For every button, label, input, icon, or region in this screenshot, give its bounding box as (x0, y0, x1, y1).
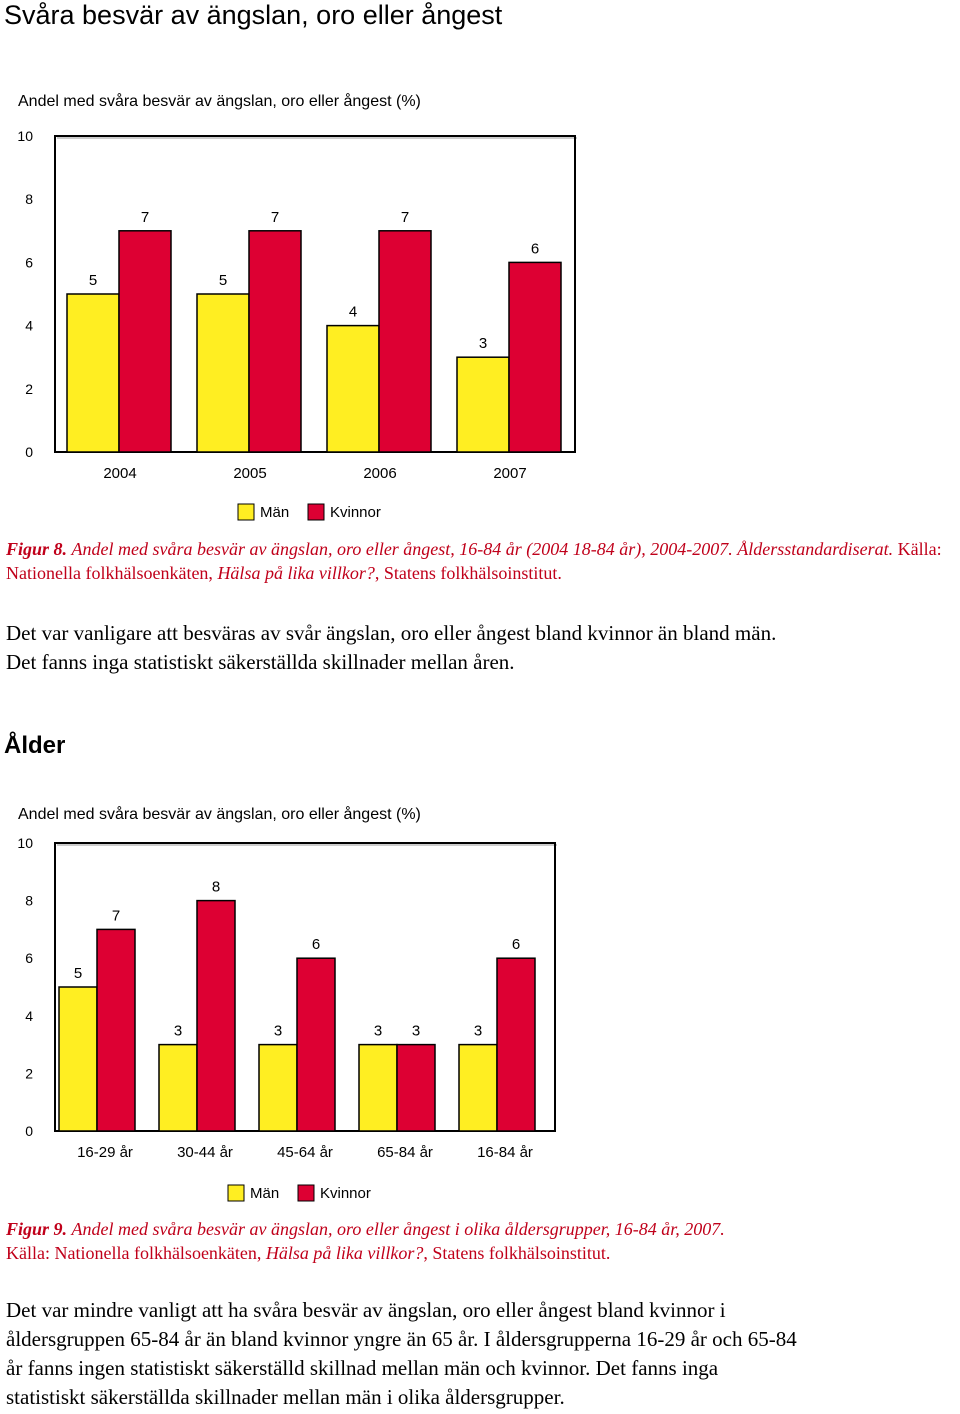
y-tick-label: 0 (25, 444, 33, 460)
y-tick-label: 10 (17, 835, 33, 851)
bar-kvinnor (396, 1043, 436, 1132)
legend-swatch (307, 503, 325, 521)
y-tick-label: 2 (25, 381, 33, 397)
paragraph-1-line: Det fanns inga statistiskt säkerställda … (6, 650, 515, 674)
data-label: 3 (374, 1023, 382, 1040)
data-label: 3 (274, 1023, 282, 1040)
bar-man (258, 1043, 298, 1132)
chart-title: Andel med svåra besvär av ängslan, oro e… (18, 92, 421, 110)
x-tick-label: 2004 (103, 465, 136, 482)
data-label: 7 (401, 209, 409, 226)
x-tick-label: 30-44 år (177, 1144, 233, 1161)
figure-9-source: Källa: Nationella folkhälsoenkäten, (6, 1243, 262, 1263)
legend-label: Män (250, 1185, 279, 1202)
figure-8-caption-text: Andel med svåra besvär av ängslan, oro e… (71, 539, 894, 559)
bar-man (196, 293, 250, 453)
bar-man (66, 293, 120, 453)
figure-9-caption: Figur 9. Andel med svåra besvär av ängsl… (6, 1217, 956, 1265)
figure-9-caption-text: Andel med svåra besvär av ängslan, oro e… (71, 1219, 725, 1239)
figure-8-source-title: Hälsa på lika villkor? (217, 563, 375, 583)
bar-kvinnor (196, 899, 236, 1132)
legend-label: Kvinnor (320, 1185, 371, 1202)
page-title: Svåra besvär av ängslan, oro eller ånges… (4, 0, 503, 30)
section-heading: Ålder (4, 732, 66, 759)
bar-kvinnor (96, 928, 136, 1132)
figure-8-source-end: , Statens folkhälsoinstitut. (374, 563, 562, 583)
figure-8-svg: Andel med svåra besvär av ängslan, oro e… (17, 92, 577, 521)
bar-man (358, 1043, 398, 1132)
data-label: 7 (112, 907, 120, 924)
legend-swatch (227, 1184, 245, 1202)
x-tick-label: 45-64 år (277, 1144, 333, 1161)
bar-man (158, 1043, 198, 1132)
bar-man (458, 1043, 498, 1132)
paragraph-1: Det var vanligare att besväras av svår ä… (6, 619, 956, 677)
data-label: 3 (474, 1023, 482, 1040)
figure-9-svg: Andel med svåra besvär av ängslan, oro e… (17, 805, 557, 1202)
figure-8-label: Figur 8. (6, 539, 68, 559)
bar-kvinnor (508, 261, 562, 453)
y-tick-label: 6 (25, 950, 33, 966)
y-tick-label: 2 (25, 1065, 33, 1081)
y-tick-label: 10 (17, 128, 33, 144)
bar-man (456, 356, 510, 453)
x-tick-label: 16-29 år (77, 1144, 133, 1161)
data-label: 4 (349, 304, 357, 321)
y-tick-label: 4 (25, 318, 33, 334)
y-tick-label: 6 (25, 254, 33, 270)
x-tick-label: 2007 (493, 465, 526, 482)
bar-kvinnor (296, 957, 336, 1132)
figure-9-label: Figur 9. (6, 1219, 68, 1239)
paragraph-2-line: åldersgruppen 65-84 år än bland kvinnor … (6, 1327, 797, 1351)
data-label: 3 (412, 1023, 420, 1040)
figure-9-chart: Andel med svåra besvär av ängslan, oro e… (0, 795, 960, 1207)
bar-kvinnor (496, 957, 536, 1132)
chart-title: Andel med svåra besvär av ängslan, oro e… (18, 805, 421, 823)
bar-kvinnor (118, 230, 172, 453)
data-label: 6 (512, 936, 520, 953)
legend-label: Män (260, 504, 289, 521)
data-label: 6 (531, 240, 539, 257)
paragraph-2-line: år fanns ingen statistiskt säkerställd s… (6, 1356, 719, 1380)
bar-man (58, 986, 98, 1132)
y-tick-label: 8 (25, 191, 33, 207)
legend-swatch (297, 1184, 315, 1202)
plot-frame (54, 135, 576, 453)
data-label: 5 (219, 272, 227, 289)
figure-9-source-end: , Statens folkhälsoinstitut. (423, 1243, 611, 1263)
x-tick-label: 2006 (363, 465, 396, 482)
paragraph-2-line: statistiskt säkerställda skillnader mell… (6, 1385, 565, 1409)
paragraph-2-line: Det var mindre vanligt att ha svåra besv… (6, 1298, 726, 1322)
y-tick-label: 8 (25, 893, 33, 909)
data-label: 7 (141, 209, 149, 226)
figure-8-caption: Figur 8. Andel med svåra besvär av ängsl… (6, 537, 956, 585)
x-tick-label: 16-84 år (477, 1144, 533, 1161)
figure-8-source: Källa: Nationella folkhälsoenkäten, (6, 539, 942, 583)
legend-label: Kvinnor (330, 504, 381, 521)
legend-swatch (237, 503, 255, 521)
data-label: 3 (174, 1023, 182, 1040)
data-label: 5 (74, 965, 82, 982)
data-label: 3 (479, 335, 487, 352)
bar-kvinnor (248, 230, 302, 453)
data-label: 7 (271, 209, 279, 226)
y-tick-label: 0 (25, 1123, 33, 1139)
bar-man (326, 324, 380, 453)
figure-9-source-title: Hälsa på lika villkor? (265, 1243, 424, 1263)
x-tick-label: 65-84 år (377, 1144, 433, 1161)
data-label: 5 (89, 272, 97, 289)
paragraph-1-line: Det var vanligare att besväras av svår ä… (6, 621, 777, 645)
bar-kvinnor (378, 230, 432, 453)
data-label: 8 (212, 879, 220, 896)
figure-8-chart: Andel med svåra besvär av ängslan, oro e… (0, 80, 960, 525)
x-tick-label: 2005 (233, 465, 266, 482)
y-tick-label: 4 (25, 1008, 33, 1024)
data-label: 6 (312, 936, 320, 953)
paragraph-2: Det var mindre vanligt att ha svåra besv… (6, 1296, 956, 1412)
